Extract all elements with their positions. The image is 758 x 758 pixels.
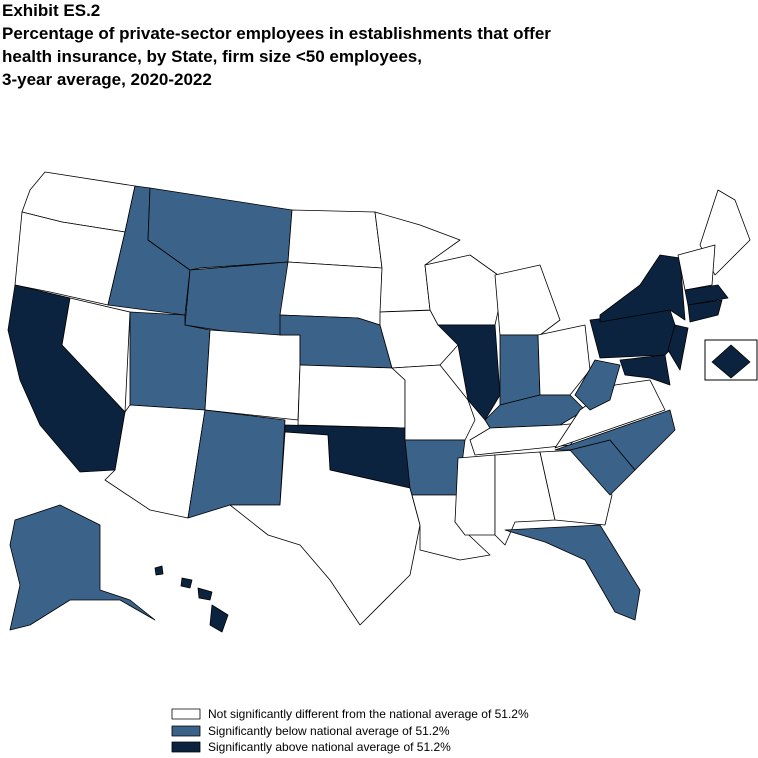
state (424, 254, 506, 326)
state (711, 344, 751, 379)
legend-label: Not significantly different from the nat… (208, 707, 529, 721)
legend-swatch (171, 741, 201, 753)
state (209, 604, 229, 633)
state (667, 324, 689, 371)
state (154, 565, 164, 576)
legend-swatch (171, 725, 201, 737)
title-line: health insurance, by State, firm size <5… (2, 47, 422, 66)
state (599, 254, 686, 323)
title-line: Percentage of private-sector employees i… (2, 24, 551, 43)
state (9, 504, 156, 631)
legend-label: Significantly below national average of … (208, 724, 450, 738)
legend-label: Significantly above national average of … (208, 740, 451, 754)
state (677, 244, 716, 291)
state (204, 329, 301, 421)
state (554, 409, 676, 471)
state (499, 334, 541, 406)
state (687, 299, 723, 323)
state (537, 324, 591, 396)
state (297, 364, 406, 429)
state (229, 431, 421, 626)
state (504, 524, 641, 621)
title-line: 3-year average, 2020-2022 (2, 70, 212, 89)
state (619, 354, 671, 386)
state (287, 209, 383, 269)
legend-swatch (171, 708, 201, 720)
state (180, 577, 193, 589)
us-map (7, 171, 758, 633)
exhibit-label: Exhibit ES.2 (2, 1, 100, 20)
state (574, 359, 621, 411)
state (197, 587, 213, 601)
state (454, 454, 496, 536)
state (684, 284, 729, 306)
state (391, 364, 476, 441)
state (404, 439, 466, 496)
legend: Not significantly different from the nat… (171, 707, 529, 754)
state (187, 409, 286, 519)
state (494, 264, 561, 336)
